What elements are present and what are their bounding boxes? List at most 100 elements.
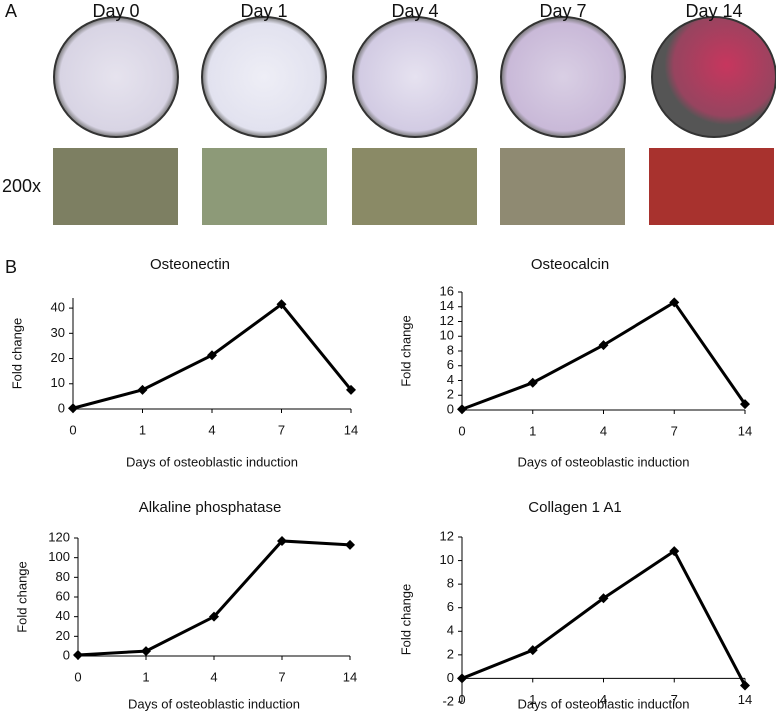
micrograph [352, 148, 477, 225]
day-label: Day 1 [240, 1, 287, 21]
y-tick-label: 0 [447, 401, 454, 416]
data-point [68, 403, 78, 414]
y-tick-label: 10 [440, 328, 454, 343]
x-tick-label: 7 [278, 422, 285, 437]
y-axis-label: Fold change [398, 315, 413, 387]
x-tick-label: 1 [529, 423, 536, 438]
y-tick-label: 40 [56, 608, 70, 623]
x-tick-label: 14 [343, 669, 357, 684]
y-tick-label: 6 [447, 357, 454, 372]
y-tick-label: 80 [56, 569, 70, 584]
data-point [669, 297, 680, 308]
x-tick-label: 1 [529, 692, 536, 707]
x-axis-label: Days of osteoblastic induction [518, 696, 690, 711]
y-tick-label: 2 [447, 387, 454, 402]
chart-title: Collagen 1 A1 [528, 499, 621, 516]
y-axis-label: Fold change [14, 561, 29, 633]
y-axis-label: Fold change [398, 584, 413, 656]
panel-label: A [5, 1, 17, 21]
x-tick-label: 7 [671, 692, 678, 707]
micrograph [202, 148, 327, 225]
y-tick-label: 60 [56, 588, 70, 603]
data-point [457, 404, 467, 415]
y-tick-label: 6 [447, 599, 454, 614]
x-tick-label: 4 [208, 422, 215, 437]
x-tick-label: 14 [738, 423, 752, 438]
day-label: Day 0 [92, 1, 139, 21]
x-tick-label: 4 [600, 423, 607, 438]
panel-label: B [5, 257, 17, 277]
data-point [73, 650, 83, 661]
x-tick-label: 4 [210, 669, 217, 684]
x-tick-label: 1 [139, 422, 146, 437]
micrograph [649, 148, 774, 225]
y-tick-label: 0 [63, 647, 70, 662]
x-tick-label: 0 [69, 422, 76, 437]
y-tick-label: 30 [51, 325, 65, 340]
y-tick-label: 100 [48, 549, 70, 564]
x-axis-label: Days of osteoblastic induction [128, 696, 300, 711]
dish-image [53, 16, 179, 138]
y-tick-label: 20 [51, 350, 65, 365]
data-point [527, 645, 538, 656]
chart-title: Osteocalcin [531, 256, 609, 273]
dish-image [352, 16, 478, 138]
data-point [527, 377, 538, 388]
data-point [141, 646, 151, 657]
y-tick-label: 4 [447, 372, 454, 387]
y-tick-label: 40 [51, 300, 65, 315]
data-point [207, 350, 217, 361]
x-tick-label: 0 [458, 423, 465, 438]
chart-title: Osteonectin [150, 256, 230, 273]
y-tick-label: 0 [447, 670, 454, 685]
y-tick-label: 0 [58, 400, 65, 415]
x-axis-label: Days of osteoblastic induction [126, 454, 298, 469]
y-tick-label: 2 [447, 646, 454, 661]
dish-image [500, 16, 626, 138]
y-tick-label: 8 [447, 576, 454, 591]
y-tick-label: 20 [56, 628, 70, 643]
data-point [740, 680, 750, 691]
day-label: Day 4 [391, 1, 438, 21]
day-label: Day 7 [539, 1, 586, 21]
x-tick-label: 4 [600, 692, 607, 707]
x-tick-label: 7 [671, 423, 678, 438]
y-tick-label: 12 [440, 313, 454, 328]
x-tick-label: 14 [738, 692, 752, 707]
micrographs [53, 148, 774, 225]
series-line [461, 548, 747, 687]
series-line [77, 539, 351, 657]
x-tick-label: 0 [74, 669, 81, 684]
data-point [137, 384, 148, 395]
y-tick-label: 120 [48, 529, 70, 544]
x-tick-label: 0 [458, 692, 465, 707]
y-tick-label: -2 [442, 693, 454, 708]
day-label: Day 14 [685, 1, 742, 21]
chart-title: Alkaline phosphatase [139, 499, 282, 516]
y-axis-label: Fold change [9, 318, 24, 390]
data-point [277, 535, 287, 546]
micrograph [500, 148, 625, 225]
data-point [598, 340, 609, 351]
data-point [457, 673, 467, 684]
data-point [276, 299, 287, 310]
data-point [346, 384, 356, 395]
data-point [740, 399, 750, 410]
series-line [461, 300, 747, 411]
magnification-label: 200x [2, 176, 41, 196]
dish-image [201, 16, 327, 138]
x-axis-label: Days of osteoblastic induction [518, 454, 690, 469]
x-tick-label: 14 [344, 422, 358, 437]
y-tick-label: 16 [440, 283, 454, 298]
y-tick-label: 10 [440, 552, 454, 567]
x-tick-label: 7 [278, 669, 285, 684]
data-point [598, 593, 609, 604]
y-tick-label: 14 [440, 298, 454, 313]
data-point [345, 539, 355, 550]
dish-image [651, 16, 776, 138]
y-tick-label: 12 [440, 528, 454, 543]
data-point [209, 611, 219, 622]
x-tick-label: 1 [142, 669, 149, 684]
y-tick-label: 4 [447, 623, 454, 638]
micrograph [53, 148, 178, 225]
